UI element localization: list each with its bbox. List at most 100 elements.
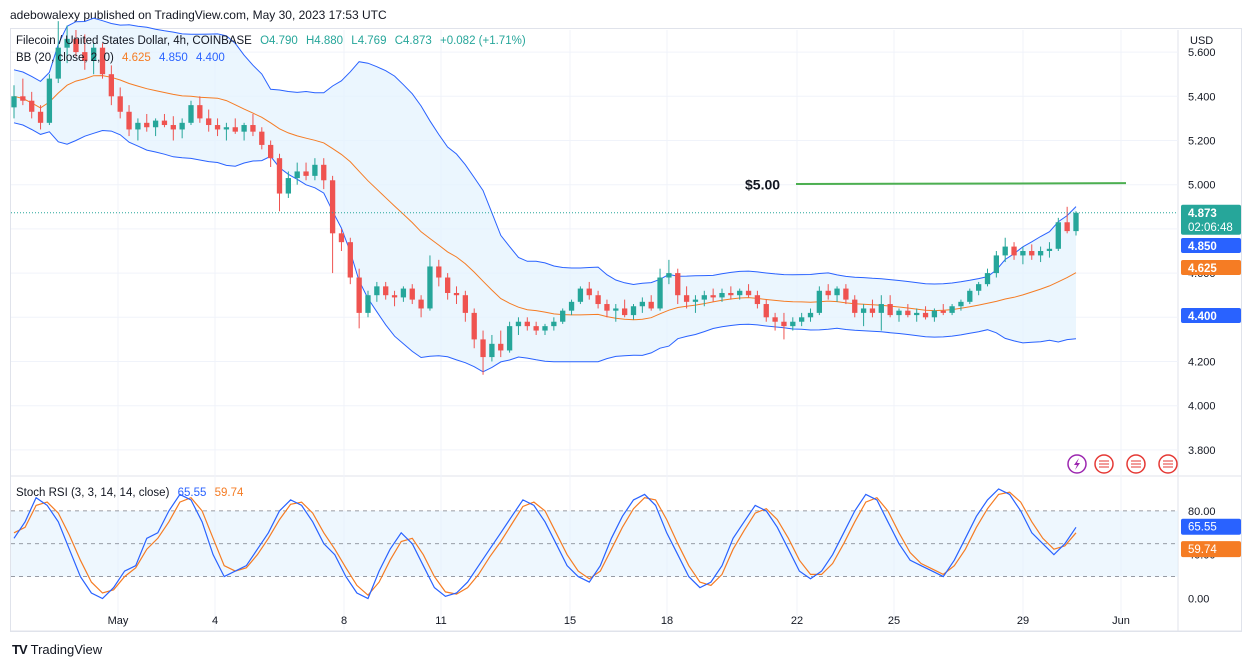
stoch-tick-label: 0.00 (1188, 594, 1209, 606)
basis-badge-text: 4.625 (1188, 263, 1217, 275)
candle-body (604, 304, 610, 311)
bb-upper-line (13, 17, 1077, 286)
lower-band-badge-text: 4.400 (1188, 311, 1217, 323)
candle-body (754, 295, 761, 305)
candle-body (639, 301, 646, 307)
ohlc-change: +0.082 (+1.71%) (439, 35, 526, 47)
candle-body (90, 47, 97, 61)
five-dollar-line (795, 182, 1127, 186)
candle-body (55, 47, 61, 79)
stoch-k-badge-text: 65.55 (1188, 522, 1217, 534)
candle-body (701, 295, 707, 300)
symbol-legend: Filecoin / United States Dollar, 4h, COI… (16, 35, 531, 47)
event-icons (1067, 454, 1178, 474)
candle-body (82, 52, 88, 61)
candle-body (356, 277, 362, 313)
candle-body (595, 295, 601, 305)
price-tick-label: 5.600 (1188, 47, 1216, 59)
candle-body (551, 321, 557, 327)
stoch-k-badge (1181, 518, 1241, 535)
candle-body (887, 304, 893, 316)
candle-body (657, 277, 663, 309)
ohlc-open: O4.790 (260, 35, 298, 47)
candle-body (922, 312, 929, 318)
candle-body (798, 317, 805, 322)
candle-body (993, 255, 1000, 274)
footer-brand: TradingView (30, 642, 103, 657)
candle-body (144, 122, 150, 128)
candle-body (958, 301, 964, 307)
ohlc-close: C4.873 (394, 35, 432, 47)
upper-band-badge-text: 4.850 (1188, 241, 1217, 253)
candle-body (37, 111, 44, 123)
candle-body (400, 288, 407, 298)
candle-body (99, 47, 106, 75)
candle-body (896, 310, 902, 316)
candle-body (259, 131, 265, 145)
candle-body (214, 125, 221, 130)
candle-body (515, 321, 522, 327)
lightning-bolt (1074, 458, 1080, 470)
stoch-k-line (13, 488, 1077, 600)
candle-body (648, 301, 654, 309)
candle-body (427, 266, 433, 309)
time-tick-label: Jun (1112, 615, 1130, 627)
candle-body (197, 105, 203, 119)
candle-body (621, 308, 628, 316)
time-tick-label: 18 (661, 615, 673, 627)
candle-body (303, 171, 309, 176)
candle-body (46, 78, 53, 123)
five-dollar-level: $5.00 (745, 177, 1127, 193)
candle-body (135, 122, 141, 130)
last-price-badge-text: 02:06:48 (1188, 222, 1233, 234)
candle-body (568, 301, 575, 311)
time-tick-label: May (108, 615, 129, 627)
candle-body (418, 299, 424, 309)
candle-body (878, 304, 884, 313)
time-tick-label: 22 (791, 615, 803, 627)
candle-body (745, 290, 752, 296)
candle-body (763, 304, 769, 318)
candle-body (1055, 222, 1061, 249)
candle-body (480, 339, 486, 358)
candle-body (250, 125, 256, 132)
candle-body (11, 96, 17, 108)
candle-body (232, 127, 238, 132)
last-price-badge-bg (1181, 204, 1241, 235)
bb-upper-value: 4.850 (158, 52, 188, 64)
candle-body (843, 288, 849, 300)
price-tick-label: 4.000 (1188, 401, 1216, 413)
time-tick-label: 25 (888, 615, 900, 627)
candle-body (719, 292, 725, 298)
stoch-rsi-panel (11, 488, 1178, 600)
candle-body (179, 122, 185, 130)
currency-label: USD (1190, 35, 1213, 47)
candle-body (108, 74, 115, 97)
candle-body (1073, 212, 1079, 232)
candle-body (117, 96, 123, 112)
candle-body (577, 288, 584, 302)
candle-body (914, 312, 920, 316)
candle-body (613, 308, 619, 311)
ohlc-low: L4.769 (351, 35, 387, 47)
price-tick-label: 5.000 (1188, 180, 1216, 192)
candle-body (223, 127, 230, 130)
candle-body (869, 308, 876, 313)
candle-body (276, 158, 283, 194)
time-tick-label: 29 (1017, 615, 1029, 627)
candle-body (170, 125, 176, 130)
candle-body (630, 306, 637, 316)
bb-lower-value: 4.400 (195, 52, 225, 64)
candle-body (524, 321, 530, 327)
candle-body (73, 38, 79, 53)
candle-body (294, 171, 300, 179)
bb-basis-value: 4.625 (122, 52, 151, 64)
candle-body (161, 120, 168, 126)
candle-body (436, 266, 442, 278)
published-line: adebowalexy published on TradingView.com… (10, 8, 387, 22)
candle-body (1020, 251, 1026, 256)
upper-band-badge-bg (1181, 238, 1241, 253)
candle-body (20, 96, 26, 101)
